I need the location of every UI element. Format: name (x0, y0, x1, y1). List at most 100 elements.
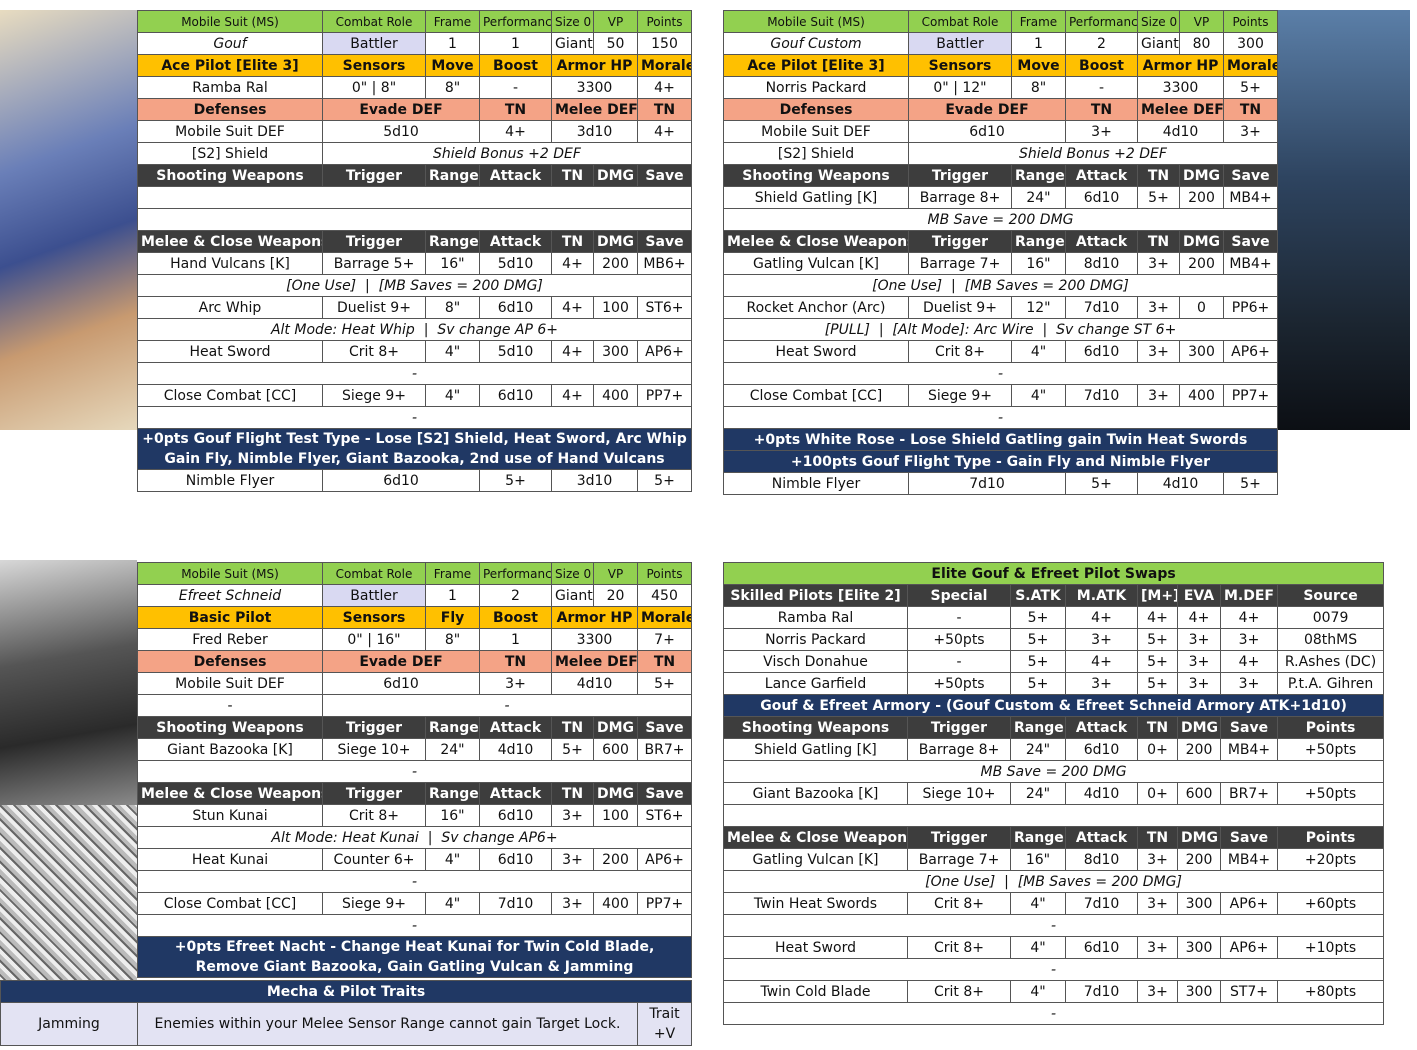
weapon-cell: 8d10 (1065, 252, 1138, 275)
weapon-cell: BR7+ (637, 738, 692, 761)
pilot-cell: 3+ (1220, 672, 1278, 695)
row: [PULL] | [Alt Mode]: Arc Wire | Sv chang… (723, 318, 1278, 341)
defense-cell: 6d10 (322, 672, 480, 695)
card: Mecha & Pilot Traits Jamming Enemies withi… (0, 980, 692, 1046)
weapon-header-cell: Attack (479, 716, 552, 739)
weapon-cell: 100 (593, 296, 638, 319)
row (722, 804, 1385, 827)
weapon-header-cell: Save (637, 230, 692, 253)
weapon-header-cell: Attack (1065, 716, 1138, 739)
weapon-header-cell: DMG (1179, 164, 1224, 187)
extra-cell: 5+ (1065, 472, 1138, 495)
weapon-header-cell: Points (1276, 826, 1385, 849)
defense-cell: Shield Bonus +2 DEF (908, 142, 1278, 165)
weapon-cell: Shield Gatling [K] (723, 738, 908, 761)
weapon-cell: Siege 10+ (907, 782, 1011, 805)
row: [S2] Shield Shield Bonus +2 DEF (137, 142, 692, 165)
weapon-cell: AP6+ (1223, 340, 1278, 363)
portrait (0, 10, 137, 430)
pilot-header-cell: M.DEF (1220, 584, 1278, 607)
row: Norris Packard 0" | 12" 8" -3300 5+ (723, 76, 1278, 99)
row: - (722, 914, 1385, 937)
weapon-cell: 600 (593, 738, 638, 761)
pilot-cell: 8" (1011, 76, 1066, 99)
header-cell: Combat Role (908, 10, 1012, 33)
row: Basic Pilot Sensors Fly Boost Armor HP Morale (137, 606, 692, 629)
pilot-cell: 4+ (1220, 606, 1278, 629)
weapon-cell: +80pts (1276, 980, 1385, 1003)
weapon-note: - (137, 914, 692, 937)
weapon-cell: Barrage 8+ (907, 738, 1011, 761)
suit-cell: Efreet Schneid (137, 584, 323, 607)
row: Shield Gatling [K] Barrage 8+ 24" 6d10 5+ 200… (723, 186, 1278, 209)
pilot-header-cell: Morale (637, 606, 692, 629)
pilot-cell: 4+ (1065, 606, 1138, 629)
weapon-header-cell: Melee & Close Weapons (137, 782, 323, 805)
pilot-header-cell: Basic Pilot (137, 606, 323, 629)
weapon-cell: 4" (1010, 892, 1066, 915)
suit-cell: 80 (1179, 32, 1224, 55)
weapon-header-cell: TN (1137, 716, 1178, 739)
weapon-cell: MB6+ (637, 252, 692, 275)
weapon-header-cell: DMG (593, 782, 638, 805)
pilot-header-cell: Move (1011, 54, 1066, 77)
row: Gouf & Efreet Armory - (Gouf Custom & Ef… (722, 694, 1385, 717)
row: Gatling Vulcan [K] Barrage 7+ 16" 8d10 3+ 200… (723, 848, 1385, 871)
pilot-cell: Visch Donahue (723, 650, 908, 673)
row: - (137, 406, 692, 429)
weapon-cell: 3+ (1137, 848, 1178, 871)
weapon-note: [One Use] | [MB Saves = 200 DMG] (723, 274, 1278, 297)
defense-cell: 5+ (637, 672, 692, 695)
row: - (722, 958, 1385, 981)
weapon-cell: 200 (1179, 252, 1224, 275)
header-cell: VP (1179, 10, 1224, 33)
card: Mobile Suit (MS) Combat Role Frame Performa… (137, 10, 692, 492)
weapon-cell: Twin Heat Swords (723, 892, 908, 915)
weapon-note: - (137, 406, 692, 429)
weapon-cell: ST7+ (1220, 980, 1278, 1003)
suit-cell: Gouf (137, 32, 323, 55)
row: -- (137, 694, 692, 717)
header-cell: VP (593, 10, 638, 33)
row: Melee & Close Weapons Trigger Range Attack T… (723, 826, 1385, 849)
weapon-cell: 6d10 (479, 384, 552, 407)
suit-cell: 450 (637, 584, 692, 607)
defense-header-cell: TN (1065, 98, 1138, 121)
weapon-cell: 4" (425, 384, 480, 407)
pilot-header-cell: Source (1276, 584, 1385, 607)
row: - (137, 914, 692, 937)
defense-cell: 4d10 (1137, 120, 1224, 143)
pilot-cell: Ramba Ral (137, 76, 323, 99)
row: Twin Heat Swords Crit 8+ 4" 7d10 3+ 300 AP6+ +6… (723, 892, 1385, 915)
row: - (137, 870, 692, 893)
suit-cell: 150 (637, 32, 692, 55)
weapon-header-cell: Range (1011, 164, 1066, 187)
row (137, 208, 692, 231)
pilot-header-cell: Special (907, 584, 1011, 607)
portrait (0, 560, 137, 805)
row: Shield Gatling [K] Barrage 8+ 24" 6d10 0+ 200… (723, 738, 1385, 761)
pilot-header-cell: Morale (637, 54, 692, 77)
pilot-cell: - (907, 606, 1011, 629)
suit-cell: 2 (1065, 32, 1138, 55)
weapon-cell: 400 (593, 384, 638, 407)
header-cell: Performance (1065, 10, 1138, 33)
weapon-cell: Crit 8+ (322, 804, 426, 827)
weapon-cell: 6d10 (479, 296, 552, 319)
defense-header-cell: Evade DEF (322, 650, 480, 673)
pilot-cell: 3+ (1065, 672, 1138, 695)
row: Close Combat [CC] Siege 9+ 4" 6d10 4+ 400 PP7+ (137, 384, 692, 407)
row: - (722, 1002, 1385, 1025)
pilot-cell: - (1065, 76, 1138, 99)
pilot-cell: 5+ (1010, 628, 1066, 651)
row: Nimble Flyer 7d10 5+ 4d10 5+ (723, 472, 1278, 495)
weapon-cell: 0+ (1137, 782, 1178, 805)
blank-row (137, 208, 692, 231)
pilot-header-cell: Morale (1223, 54, 1278, 77)
suit-cell: Giant (1137, 32, 1180, 55)
defense-cell: Mobile Suit DEF (137, 120, 323, 143)
pilot-cell: Norris Packard (723, 76, 909, 99)
row: Defenses Evade DEF TN Melee DEF TN (137, 650, 692, 673)
header-cell: Points (637, 10, 692, 33)
